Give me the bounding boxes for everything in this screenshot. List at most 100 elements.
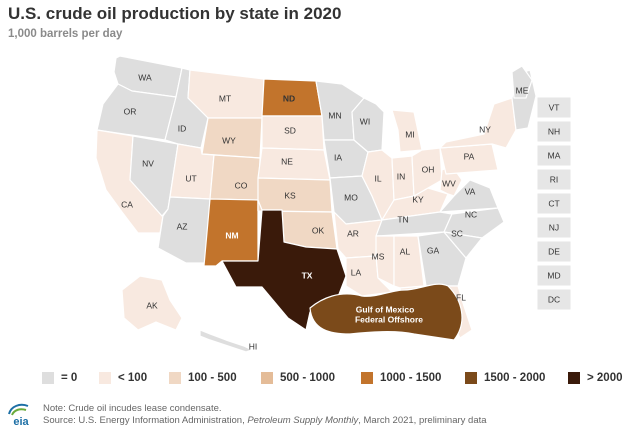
label-UT: UT xyxy=(185,173,196,183)
label-ME: ME xyxy=(516,85,529,95)
legend-label: < 100 xyxy=(118,372,148,384)
legend-label: 1500 - 2000 xyxy=(484,372,546,384)
label-WA: WA xyxy=(138,72,152,82)
label-WI: WI xyxy=(360,116,370,126)
legend-label: 500 - 1000 xyxy=(280,372,335,384)
source-publication: Petroleum Supply Monthly xyxy=(247,415,359,426)
label-AR: AR xyxy=(347,228,359,238)
box-label-DC: DC xyxy=(548,294,560,304)
legend-item-zero: = 0 xyxy=(42,372,77,384)
eia-logo[interactable]: eia xyxy=(6,402,36,428)
label-LA: LA xyxy=(351,267,362,277)
legend-swatch xyxy=(261,372,273,384)
region-gulf-of-mexico[interactable] xyxy=(309,283,463,341)
box-MA[interactable] xyxy=(536,144,572,167)
legend-item-100-500: 100 - 500 xyxy=(169,372,237,384)
legend-swatch xyxy=(568,372,580,384)
label-MN: MN xyxy=(328,110,341,120)
legend-swatch xyxy=(465,372,477,384)
label-PA: PA xyxy=(464,151,475,161)
label-MI: MI xyxy=(405,129,414,139)
box-label-RI: RI xyxy=(550,174,559,184)
label-GA: GA xyxy=(427,245,440,255)
label-IL: IL xyxy=(374,173,381,183)
eia-logo-text: eia xyxy=(13,416,29,428)
label-SD: SD xyxy=(284,125,296,135)
box-DC[interactable] xyxy=(536,288,572,311)
box-VT[interactable] xyxy=(536,96,572,119)
label-KY: KY xyxy=(412,194,424,204)
label-CA: CA xyxy=(121,199,133,209)
label-AZ: AZ xyxy=(177,221,188,231)
label-SC: SC xyxy=(451,228,463,238)
label-FL: FL xyxy=(456,292,466,302)
label-KS: KS xyxy=(284,190,296,200)
box-NJ[interactable] xyxy=(536,216,572,239)
source-prefix: Source: U.S. Energy Information Administ… xyxy=(43,415,248,426)
state-MI[interactable] xyxy=(391,109,423,153)
label-OR: OR xyxy=(124,106,137,116)
label-ND: ND xyxy=(283,93,295,103)
state-HI[interactable] xyxy=(199,329,253,353)
source-suffix: , March 2021, preliminary data xyxy=(358,415,487,426)
legend-swatch xyxy=(361,372,373,384)
label-MS: MS xyxy=(372,251,385,261)
label-NY: NY xyxy=(479,124,491,134)
box-label-CT: CT xyxy=(548,198,559,208)
state-SC[interactable] xyxy=(443,231,483,259)
legend-item-1500-2000: 1500 - 2000 xyxy=(465,372,545,384)
box-CT[interactable] xyxy=(536,192,572,215)
state-ME[interactable] xyxy=(511,65,533,99)
label-TN: TN xyxy=(397,214,408,224)
state-NE[interactable] xyxy=(257,147,331,181)
label-gulf-line1: Gulf of Mexico xyxy=(356,304,415,314)
label-VA: VA xyxy=(465,186,476,196)
label-WV: WV xyxy=(442,178,456,188)
label-MO: MO xyxy=(344,192,358,202)
state-WI[interactable] xyxy=(351,97,385,153)
box-NH[interactable] xyxy=(536,120,572,143)
label-NM: NM xyxy=(225,230,238,240)
state-GA[interactable] xyxy=(417,231,467,287)
state-AK[interactable] xyxy=(121,275,183,331)
state-MS[interactable] xyxy=(375,235,395,287)
page-title: U.S. crude oil production by state in 20… xyxy=(8,4,342,23)
legend-item-gt2000: > 2000 xyxy=(568,372,623,384)
legend-item-1000-1500: 1000 - 1500 xyxy=(361,372,441,384)
page-subtitle: 1,000 barrels per day xyxy=(8,28,123,40)
box-RI[interactable] xyxy=(536,168,572,191)
label-MT: MT xyxy=(219,93,231,103)
label-IN: IN xyxy=(397,171,406,181)
legend-swatch xyxy=(99,372,111,384)
map-legend: = 0 < 100 100 - 500 500 - 1000 1000 - 15… xyxy=(42,372,628,388)
us-state-map: WA OR CA NV ID MT WY UT CO AZ NM ND SD N… xyxy=(95,55,572,353)
label-NC: NC xyxy=(465,209,477,219)
legend-swatch xyxy=(169,372,181,384)
label-IA: IA xyxy=(334,152,342,162)
label-NV: NV xyxy=(142,158,154,168)
box-label-VT: VT xyxy=(549,102,560,112)
box-label-NJ: NJ xyxy=(549,222,559,232)
label-CO: CO xyxy=(235,180,248,190)
legend-label: > 2000 xyxy=(587,372,623,384)
box-DE[interactable] xyxy=(536,240,572,263)
source-line: Source: U.S. Energy Information Administ… xyxy=(43,415,487,426)
label-WY: WY xyxy=(222,135,236,145)
legend-label: 100 - 500 xyxy=(188,372,237,384)
label-AK: AK xyxy=(146,300,158,310)
box-label-DE: DE xyxy=(548,246,560,256)
label-TX: TX xyxy=(302,270,313,280)
label-HI: HI xyxy=(249,341,258,351)
label-ID: ID xyxy=(178,123,187,133)
state-NY[interactable] xyxy=(439,97,517,149)
label-OK: OK xyxy=(312,225,325,235)
legend-label: 1000 - 1500 xyxy=(380,372,442,384)
legend-label: = 0 xyxy=(61,372,78,384)
box-MD[interactable] xyxy=(536,264,572,287)
label-gulf-line2: Federal Offshore xyxy=(355,314,423,324)
box-label-NH: NH xyxy=(548,126,560,136)
box-label-MD: MD xyxy=(547,270,560,280)
label-AL: AL xyxy=(400,246,411,256)
state-CO[interactable] xyxy=(209,154,261,201)
legend-item-lt100: < 100 xyxy=(99,372,147,384)
